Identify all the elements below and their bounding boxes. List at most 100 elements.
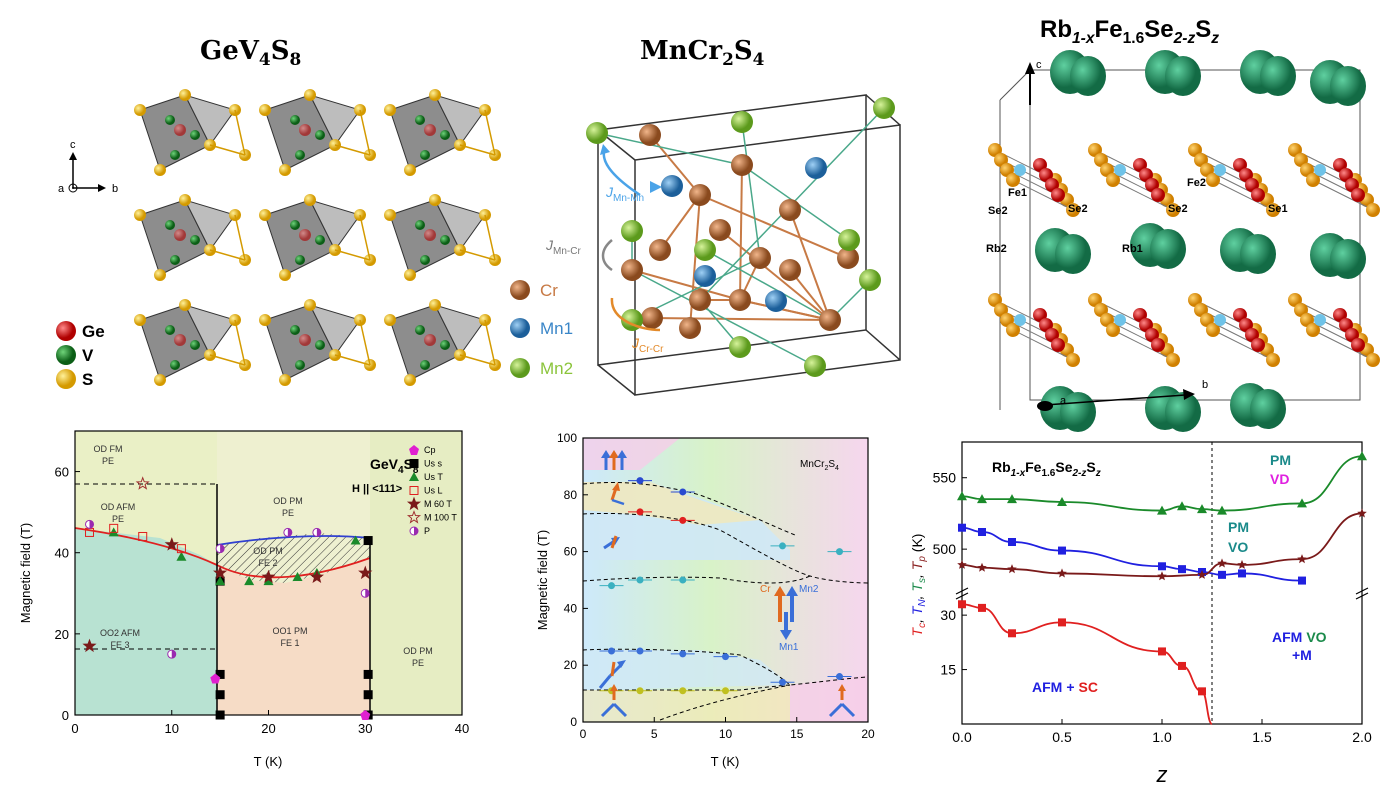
- se-atom: [1266, 203, 1280, 217]
- v-atom: [165, 115, 175, 125]
- data-point: [82, 638, 97, 653]
- mn2-atom: [731, 111, 753, 133]
- c2-ylabel: Magnetic field (T): [535, 530, 550, 630]
- rb-axis-c: c: [1036, 59, 1042, 71]
- se-atom: [1166, 203, 1180, 217]
- s-atom: [259, 104, 271, 116]
- rb-atom: [1055, 234, 1091, 274]
- rb-atom: [1260, 56, 1296, 96]
- fe-vacancy-atom: [1214, 164, 1226, 176]
- s-atom: [304, 299, 316, 311]
- v-atom: [420, 150, 430, 160]
- data-point: [679, 687, 687, 695]
- c1-subtitle: H || <111>: [352, 483, 402, 495]
- se-atom: [1366, 353, 1380, 367]
- cr-atom: [639, 124, 661, 146]
- x-tick-label: 0: [580, 727, 587, 741]
- s-atom: [259, 209, 271, 221]
- fe-vacancy-atom: [1314, 314, 1326, 326]
- c2-title: MnCr2S4: [800, 459, 839, 472]
- data-point: [779, 678, 786, 686]
- rb-atom: [1330, 66, 1366, 106]
- region-bg-right: [370, 431, 462, 715]
- y-tick-label: 100: [557, 431, 577, 445]
- s-atom: [279, 374, 291, 386]
- spin-canted-icon-4: [600, 684, 628, 718]
- s-atom: [134, 314, 146, 326]
- cr-atom: [731, 154, 753, 176]
- s-atom: [179, 194, 191, 206]
- data-point: [215, 690, 225, 700]
- data-point: [164, 537, 179, 551]
- spin-canted-icon-5: [828, 684, 856, 718]
- data-point: [363, 669, 373, 679]
- legend-ge: Ge: [82, 322, 105, 341]
- data-point: [363, 690, 373, 700]
- legend-marker: [409, 445, 419, 455]
- v-atom: [295, 360, 305, 370]
- se2-label-b: Se2: [1068, 203, 1088, 215]
- c2-xlabel: T (K): [711, 754, 740, 769]
- fe-vacancy-atom: [1114, 164, 1126, 176]
- chart-gev4s8: 0 10 20 30 40 0 20 40 60 OD FM PE OD AFM PE OD P…: [18, 430, 469, 769]
- data-point: [261, 569, 276, 584]
- spin-legend-icon: [774, 586, 798, 640]
- axis-break: [955, 587, 1369, 600]
- s-atom: [404, 374, 416, 386]
- cr-atom: [729, 289, 751, 311]
- rb-atom: [1250, 389, 1286, 429]
- data-point: [977, 562, 987, 572]
- region-label-odafm: OD AFM: [101, 502, 136, 512]
- v-atom: [440, 130, 450, 140]
- cr-atom: [679, 317, 701, 339]
- s-atom: [134, 209, 146, 221]
- y-tick-label: 20: [55, 627, 69, 642]
- s-atom: [154, 269, 166, 281]
- region-oo1-pm: [217, 558, 370, 715]
- v-atom: [315, 130, 325, 140]
- s-atom: [179, 299, 191, 311]
- data-point: [608, 582, 615, 590]
- mn2-atom: [586, 122, 608, 144]
- data-point: [636, 647, 644, 655]
- y-tick-label: 0: [62, 708, 69, 723]
- legend-entry: Us L: [424, 486, 443, 496]
- data-point: [1058, 618, 1066, 627]
- x-tick-label: 10: [165, 721, 179, 736]
- cr-atom: [779, 199, 801, 221]
- data-point: [350, 535, 361, 545]
- mn2-atom: [694, 239, 716, 261]
- rb-atom: [1240, 234, 1276, 274]
- v-atom: [315, 235, 325, 245]
- data-point: [636, 477, 644, 485]
- series-line: [961, 455, 1363, 512]
- x-tick-label: 1.5: [1252, 729, 1272, 745]
- legend-entry: P: [424, 526, 430, 536]
- v-atom: [170, 150, 180, 160]
- mncr2s4-bonds: [596, 107, 885, 367]
- jmncr-label: JMn-Cr: [545, 237, 581, 257]
- legend-mn2: Mn2: [540, 359, 573, 378]
- data-point: [138, 531, 148, 541]
- legend-entry: Us s: [424, 459, 443, 469]
- data-point: [167, 649, 177, 659]
- fe-vacancy-atom: [1214, 314, 1226, 326]
- data-point: [636, 576, 644, 584]
- fe-vacancy-atom: [1014, 314, 1026, 326]
- data-point: [363, 536, 373, 546]
- data-point: [85, 519, 95, 529]
- c1-ylabel: Magnetic field (T): [18, 523, 33, 623]
- ge-atom: [174, 229, 186, 241]
- mn1-atom-icon: [510, 318, 530, 338]
- c2-spin-icons: [598, 450, 856, 718]
- y-tick-label: 60: [564, 545, 578, 559]
- data-point: [210, 673, 221, 684]
- s-atom: [304, 89, 316, 101]
- s-atom: [179, 89, 191, 101]
- y-tick-label: 60: [55, 465, 69, 480]
- ge-atom: [299, 124, 311, 136]
- rb-atom: [1330, 239, 1366, 279]
- data-point: [636, 687, 644, 695]
- y-tick-label: 15: [940, 662, 956, 678]
- cr-atom: [689, 289, 711, 311]
